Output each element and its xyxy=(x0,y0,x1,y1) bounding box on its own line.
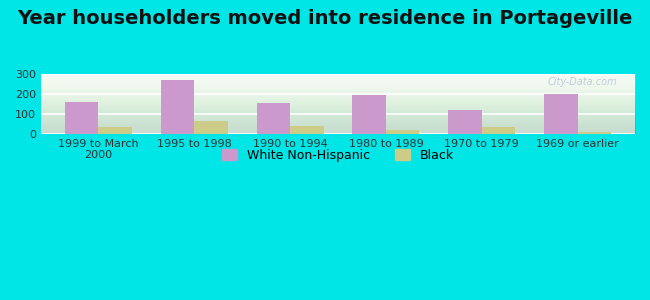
Bar xyxy=(65,102,98,134)
Bar xyxy=(544,94,577,134)
Text: Year householders moved into residence in Portageville: Year householders moved into residence i… xyxy=(18,9,632,28)
Bar xyxy=(482,128,515,134)
Bar xyxy=(448,110,482,134)
Bar xyxy=(577,132,611,134)
Legend: White Non-Hispanic, Black: White Non-Hispanic, Black xyxy=(217,144,459,167)
Bar xyxy=(386,130,419,134)
Bar xyxy=(290,126,324,134)
Bar xyxy=(98,127,132,134)
Bar xyxy=(257,103,290,134)
Bar xyxy=(194,121,228,134)
Bar xyxy=(352,95,386,134)
Bar xyxy=(161,80,194,134)
Text: City-Data.com: City-Data.com xyxy=(547,77,618,87)
